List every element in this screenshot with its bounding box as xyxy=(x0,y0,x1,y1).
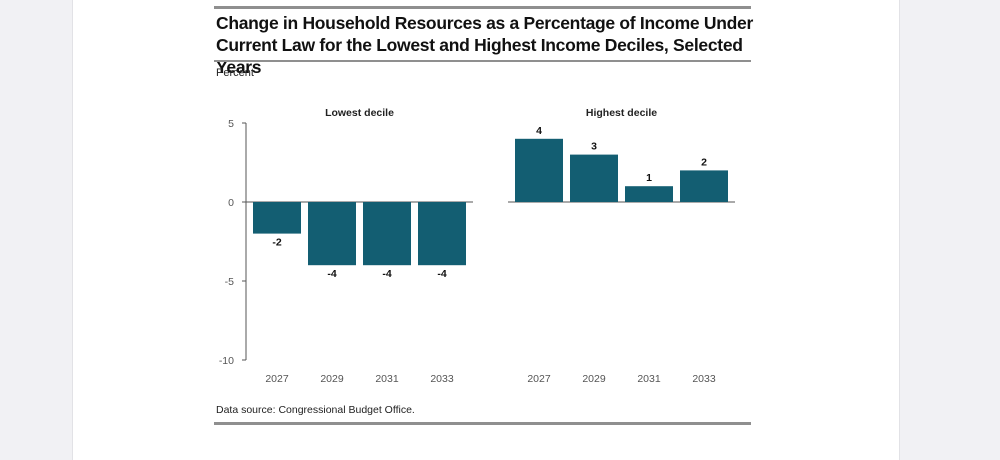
bar xyxy=(253,202,301,234)
data-source-note: Data source: Congressional Budget Office… xyxy=(216,404,415,416)
page-card xyxy=(72,0,900,460)
x-tick-label: 2031 xyxy=(637,373,661,385)
panel-title: Highest decile xyxy=(586,107,657,119)
x-tick-label: 2033 xyxy=(430,373,454,385)
bar xyxy=(680,170,728,202)
bar-value-label: 2 xyxy=(701,156,707,168)
bar xyxy=(570,154,618,202)
bar xyxy=(363,202,411,266)
bar-value-label: -4 xyxy=(327,268,336,280)
top-rule xyxy=(214,6,751,9)
bar-value-label: 3 xyxy=(591,141,597,153)
y-unit-label: Percent xyxy=(216,67,254,79)
x-tick-label: 2027 xyxy=(527,373,551,385)
bar-value-label: -2 xyxy=(272,237,281,249)
y-tick-label: 5 xyxy=(228,118,234,130)
panel-title: Lowest decile xyxy=(325,107,394,119)
y-tick-label: -10 xyxy=(219,355,234,367)
bar xyxy=(515,138,563,202)
x-tick-label: 2033 xyxy=(692,373,716,385)
x-tick-label: 2027 xyxy=(265,373,289,385)
bar xyxy=(418,202,466,266)
title-rule xyxy=(214,60,751,62)
bar-value-label: 4 xyxy=(536,125,542,137)
bar xyxy=(625,186,673,202)
bar xyxy=(308,202,356,266)
bar-value-label: 1 xyxy=(646,172,652,184)
y-tick-label: -5 xyxy=(225,276,234,288)
y-tick-label: 0 xyxy=(228,197,234,209)
bar-value-label: -4 xyxy=(437,268,446,280)
x-tick-label: 2029 xyxy=(320,373,344,385)
bar-value-label: -4 xyxy=(382,268,391,280)
x-tick-label: 2029 xyxy=(582,373,606,385)
chart-title: Change in Household Resources as a Perce… xyxy=(216,13,753,77)
x-tick-label: 2031 xyxy=(375,373,399,385)
bottom-rule xyxy=(214,422,751,425)
